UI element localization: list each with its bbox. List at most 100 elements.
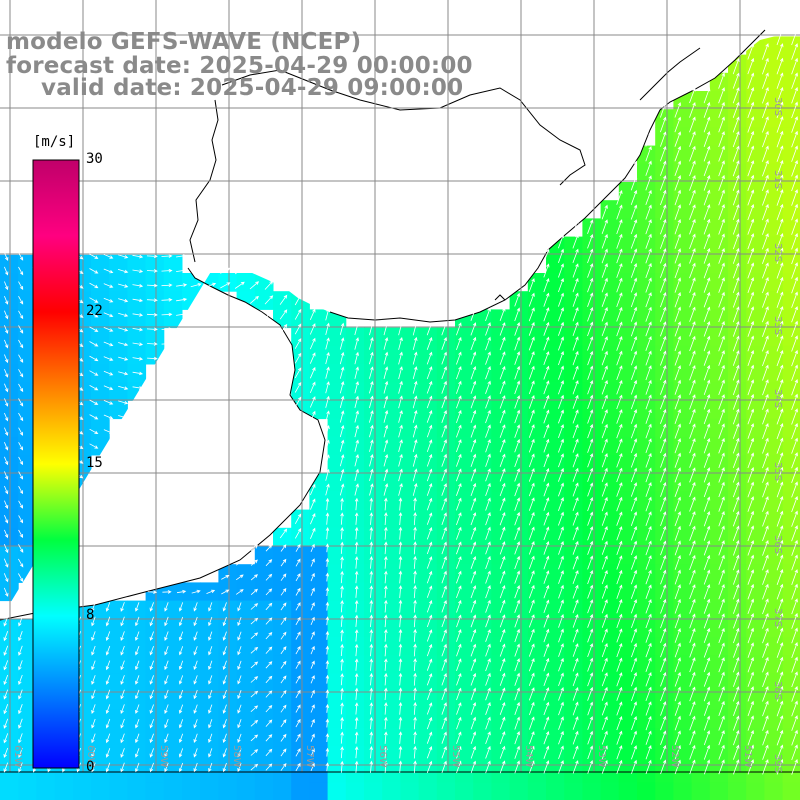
wind-cell [691, 291, 711, 310]
wind-cell [509, 473, 529, 492]
wind-cell [509, 728, 529, 747]
wind-cell [782, 655, 800, 674]
wind-cell [709, 91, 729, 110]
wind-cell [0, 309, 19, 329]
wind-arrow [601, 540, 608, 555]
wind-arrow [791, 291, 798, 308]
wind-arrow [426, 380, 433, 394]
wind-arrow [762, 116, 769, 133]
wind-cell [691, 509, 711, 529]
wind-cell [564, 691, 583, 711]
wind-cell [637, 782, 656, 800]
wind-cell [0, 582, 19, 602]
wind-cell [327, 400, 347, 420]
wind-cell [491, 709, 511, 729]
wind-arrow [674, 189, 681, 206]
wind-arrow [689, 233, 696, 250]
wind-arrow [660, 335, 667, 352]
wind-arrow [89, 326, 99, 332]
wind-arrow [718, 335, 725, 352]
wind-arrow [456, 336, 462, 351]
wind-arrow [689, 438, 696, 454]
wind-arrow [3, 660, 9, 671]
wind-arrow [161, 327, 173, 331]
wind-arrow [340, 585, 344, 598]
wind-cell [691, 309, 711, 329]
wind-cell [327, 655, 347, 674]
wind-arrow [528, 541, 535, 555]
wind-arrow [18, 266, 24, 276]
wind-arrow [310, 645, 315, 655]
wind-arrow [354, 366, 359, 379]
wind-arrow [776, 744, 784, 761]
wind-cell [382, 400, 401, 420]
wind-arrow [221, 589, 230, 595]
wind-arrow [718, 467, 725, 483]
wind-arrow [558, 628, 564, 643]
wind-arrow [645, 379, 652, 395]
wind-arrow [587, 540, 594, 555]
wind-cell [382, 637, 401, 656]
wind-arrow [89, 414, 99, 420]
wind-arrow [398, 497, 403, 511]
wind-arrow [630, 219, 638, 235]
wind-arrow [339, 351, 345, 365]
wind-cell [400, 600, 420, 620]
wind-arrow [412, 453, 418, 467]
wind-arrow [718, 510, 725, 527]
wind-cell [618, 436, 638, 456]
wind-cell [546, 655, 565, 674]
wind-arrow [689, 452, 696, 468]
wind-arrow [660, 744, 667, 760]
wind-arrow [325, 512, 330, 525]
wind-arrow [645, 555, 652, 570]
wind-cell [600, 618, 620, 638]
wind-arrow [674, 730, 681, 745]
wind-cell [18, 382, 37, 401]
wind-cell [364, 491, 383, 511]
wind-cell [0, 728, 19, 747]
wind-cell [382, 473, 401, 492]
wind-cell [18, 364, 37, 383]
wind-arrow [558, 394, 564, 409]
wind-arrow [279, 309, 288, 320]
wind-arrow [718, 101, 725, 118]
wind-cell [91, 309, 110, 329]
wind-arrow [703, 145, 711, 162]
wind-arrow [340, 512, 344, 525]
wind-cell [455, 728, 474, 747]
wind-arrow [572, 350, 579, 366]
wind-cell [691, 436, 711, 456]
wind-arrow [732, 160, 740, 177]
wind-arrow [220, 267, 231, 274]
wind-arrow [674, 408, 681, 425]
wind-arrow [558, 277, 564, 293]
wind-arrow [601, 263, 608, 278]
wind-arrow [18, 762, 23, 773]
wind-cell [455, 655, 474, 674]
wind-cell [91, 418, 110, 438]
wind-arrow [733, 759, 740, 775]
wind-cell [200, 782, 219, 800]
wind-cell [509, 509, 529, 529]
wind-arrow [616, 350, 623, 366]
wind-cell [236, 673, 256, 693]
wind-cell [655, 618, 674, 638]
wind-arrow [718, 247, 725, 264]
wind-arrow [776, 262, 784, 279]
wind-cell [254, 582, 274, 602]
wind-arrow [325, 543, 330, 553]
wind-arrow [18, 398, 24, 407]
wind-cell [746, 691, 765, 711]
wind-arrow [776, 569, 784, 586]
wind-arrow [220, 282, 231, 289]
wind-arrow [660, 730, 667, 745]
wind-arrow [558, 307, 564, 322]
wind-cell [364, 564, 383, 583]
wind-cell [491, 400, 511, 420]
wind-arrow [572, 423, 579, 439]
wind-cell [637, 273, 656, 292]
wind-arrow [689, 116, 696, 133]
wind-arrow [572, 263, 579, 278]
wind-cell [418, 728, 438, 747]
